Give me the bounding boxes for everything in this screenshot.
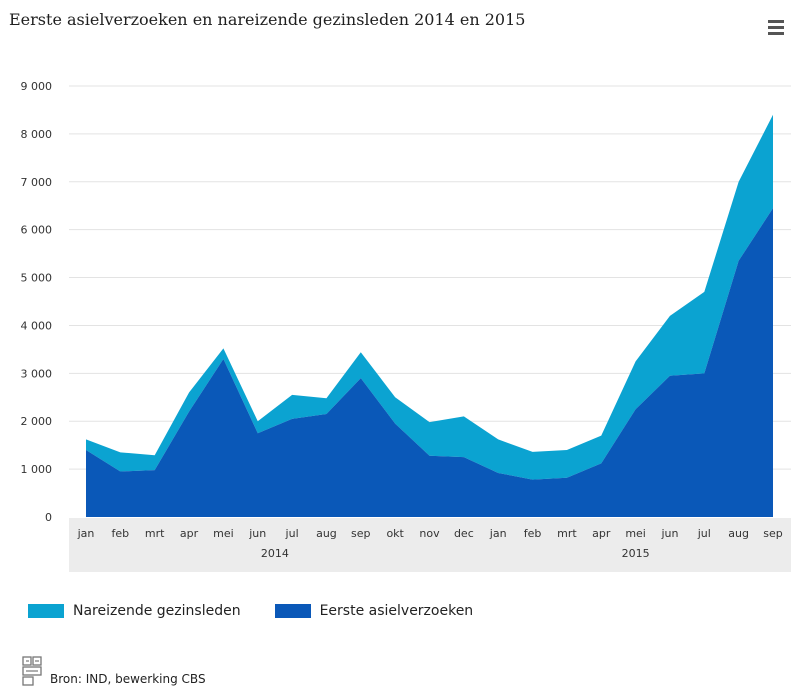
y-tick-label: 9 000 xyxy=(21,80,53,93)
x-tick-label: jun xyxy=(660,527,678,540)
x-tick-label: apr xyxy=(592,527,611,540)
legend-item-eerste[interactable]: Eerste asielverzoeken xyxy=(274,603,474,619)
x-tick-label: mei xyxy=(213,527,234,540)
area-eerste-asielverzoeken[interactable] xyxy=(86,208,773,517)
x-tick-label: mrt xyxy=(557,527,577,540)
x-tick-label: feb xyxy=(524,527,542,540)
legend-label-eerste: Eerste asielverzoeken xyxy=(319,603,474,619)
y-tick-label: 0 xyxy=(45,511,52,524)
x-tick-label: jun xyxy=(248,527,266,540)
year-label: 2015 xyxy=(622,547,650,560)
source-text: Bron: IND, bewerking CBS xyxy=(50,672,206,686)
y-tick-label: 3 000 xyxy=(21,367,53,380)
x-tick-label: sep xyxy=(351,527,370,540)
x-tick-label: apr xyxy=(180,527,199,540)
x-tick-label: dec xyxy=(454,527,474,540)
legend-label-nareizende: Nareizende gezinsleden xyxy=(73,603,241,619)
cbs-logo-icon xyxy=(22,656,42,686)
x-tick-label: mei xyxy=(625,527,646,540)
x-tick-label: feb xyxy=(112,527,130,540)
x-tick-label: mrt xyxy=(145,527,165,540)
x-tick-label: jan xyxy=(77,527,95,540)
x-tick-label: jul xyxy=(697,527,711,540)
year-label: 2014 xyxy=(261,547,289,560)
chart-area: 0 1 000 2 000 3 000 4 000 5 000 6 000 7 000 8 00… xyxy=(21,80,791,572)
y-tick-label: 6 000 xyxy=(21,224,53,237)
legend-swatch-nareizende xyxy=(28,604,64,618)
x-tick-label: jan xyxy=(489,527,507,540)
x-axis-band xyxy=(69,518,791,572)
legend: Nareizende gezinsleden Eerste asielverzo… xyxy=(28,603,507,619)
y-axis-ticks: 0 1 000 2 000 3 000 4 000 5 000 6 000 7 000 8 00… xyxy=(21,80,53,524)
y-tick-label: 1 000 xyxy=(21,463,53,476)
source-note: Bron: IND, bewerking CBS xyxy=(22,656,206,686)
series-areas xyxy=(86,114,773,517)
y-tick-label: 8 000 xyxy=(21,128,53,141)
x-tick-label: aug xyxy=(316,527,337,540)
year-labels: 2014 2015 xyxy=(261,547,650,560)
y-tick-label: 5 000 xyxy=(21,272,53,285)
x-axis-ticks: jan feb mrt apr mei jun jul aug sep okt nov dec jan f… xyxy=(77,527,783,540)
x-tick-label: okt xyxy=(386,527,404,540)
chart-title: Eerste asielverzoeken en nareizende gezi… xyxy=(9,10,526,29)
y-tick-label: 7 000 xyxy=(21,176,53,189)
hamburger-menu-icon[interactable] xyxy=(766,18,786,36)
x-tick-label: nov xyxy=(419,527,440,540)
y-tick-label: 4 000 xyxy=(21,319,53,332)
x-tick-label: aug xyxy=(728,527,749,540)
x-tick-label: sep xyxy=(763,527,782,540)
x-tick-label: jul xyxy=(285,527,299,540)
y-tick-label: 2 000 xyxy=(21,415,53,428)
legend-item-nareizende[interactable]: Nareizende gezinsleden xyxy=(28,603,241,619)
legend-swatch-eerste xyxy=(274,604,311,618)
